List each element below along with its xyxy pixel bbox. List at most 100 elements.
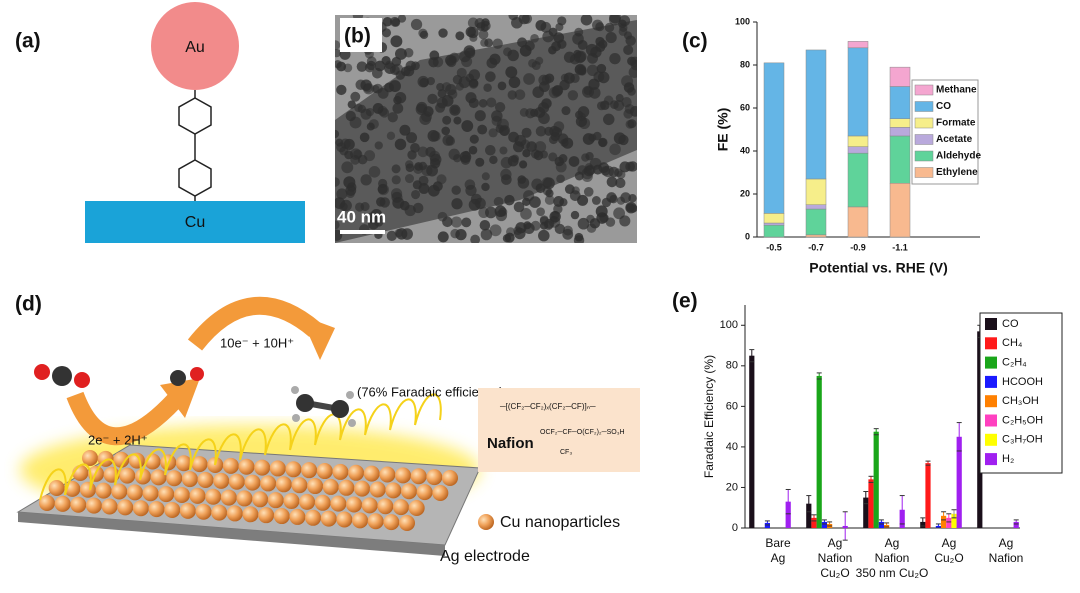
arrowhead	[160, 378, 200, 418]
nanoparticle	[353, 149, 363, 159]
nanoparticle	[480, 38, 489, 47]
legend-label: HCOOH	[1002, 376, 1043, 388]
x-tick-label: Ag	[885, 536, 900, 550]
nanoparticle	[442, 115, 452, 125]
x-tick-label: Cu₂O	[934, 551, 963, 565]
cu-particle	[377, 498, 394, 515]
nanoparticle	[616, 196, 626, 205]
legend-swatch	[985, 433, 997, 446]
nanoparticle	[530, 33, 539, 43]
legend-label: H₂	[1002, 453, 1014, 465]
nafion-box	[478, 388, 640, 472]
panel-label: (c)	[682, 30, 708, 53]
nanoparticle	[629, 204, 637, 213]
cu-particle	[332, 463, 349, 480]
cu-particle	[117, 499, 134, 516]
nanoparticle	[341, 161, 354, 174]
nanoparticle	[468, 69, 481, 81]
bar-segment	[847, 135, 869, 147]
x-tick-label: -0.5	[766, 242, 782, 252]
legend-label: C₂H₅OH	[1002, 414, 1043, 426]
nanoparticle	[523, 190, 535, 202]
y-tick-label: 40	[726, 441, 738, 453]
cu-particle	[346, 496, 363, 513]
cu-particle	[291, 477, 308, 494]
nafion-label: Nafion	[487, 435, 534, 452]
nanoparticle	[500, 168, 512, 181]
cu-particle	[119, 467, 136, 484]
nanoparticle	[427, 184, 440, 197]
nanoparticle	[395, 228, 408, 240]
nafion-fibers	[39, 393, 442, 501]
cu-particle	[330, 495, 347, 512]
nanoparticle	[356, 61, 368, 72]
nanoparticle	[415, 103, 428, 116]
cu-particle	[416, 484, 433, 501]
cu-particle	[222, 457, 239, 474]
formula: OCF₂─CF─O(CF₂)₂─SO₃H	[540, 429, 625, 436]
bar	[749, 355, 755, 528]
nanoparticle	[391, 175, 401, 185]
y-tick-label: 100	[720, 319, 738, 331]
nanoparticle	[581, 167, 594, 180]
legend-label: CH₃OH	[1002, 395, 1039, 407]
nanoparticle	[574, 27, 584, 37]
nanoparticle	[499, 146, 508, 155]
nanoparticle	[514, 227, 526, 240]
nanoparticle	[493, 196, 504, 207]
cu-particle	[39, 495, 55, 511]
y-tick-label: 80	[726, 360, 738, 372]
cu-particle	[54, 495, 71, 512]
bar	[873, 431, 879, 528]
nanoparticle	[412, 180, 422, 190]
nanoparticle	[578, 67, 587, 76]
cu-particle	[395, 467, 412, 484]
nanoparticle	[384, 62, 396, 74]
nanoparticle	[561, 137, 574, 149]
cu-particle	[113, 451, 130, 468]
nanoparticle	[592, 131, 602, 141]
cu-particle	[132, 500, 149, 517]
legend-label: CO	[936, 101, 951, 112]
x-tick-label: Bare	[765, 536, 791, 550]
nanoparticle	[523, 222, 535, 234]
nanoparticle	[359, 132, 370, 143]
nanoparticle	[335, 40, 341, 50]
y-tick-label: 100	[735, 16, 750, 26]
nanoparticle	[520, 208, 532, 220]
nanoparticle	[582, 133, 595, 145]
nanoparticle	[340, 199, 352, 212]
nanoparticle	[386, 131, 396, 141]
cu-particle	[191, 456, 208, 473]
nanoparticle	[603, 113, 615, 126]
cu-particle	[252, 491, 269, 508]
bar-segment	[805, 49, 827, 180]
nanoparticle	[595, 22, 605, 32]
nanoparticle	[379, 197, 390, 208]
legend-swatch	[985, 356, 997, 369]
cu-particle	[142, 485, 159, 502]
nanoparticle	[335, 129, 340, 139]
nanoparticle	[600, 100, 610, 111]
nanoparticle	[486, 97, 497, 108]
nanoparticle	[410, 142, 420, 153]
cu-particle	[181, 471, 198, 488]
nanoparticle	[450, 228, 460, 239]
cu-particle	[205, 488, 222, 505]
y-tick-label: 60	[726, 400, 738, 412]
cu-particle	[410, 468, 427, 485]
nanoparticle	[445, 136, 456, 146]
nanoparticle	[563, 72, 575, 84]
nanoparticle	[387, 112, 398, 123]
particles-label: Cu nanoparticles	[500, 514, 620, 531]
nanoparticle	[475, 157, 485, 167]
legend-particle	[478, 514, 494, 530]
nanoparticle	[438, 28, 448, 38]
bar	[806, 503, 812, 528]
nanoparticle	[585, 43, 598, 56]
panel-label: (b)	[344, 25, 371, 48]
cu-particle	[285, 461, 302, 478]
nanoparticle	[508, 76, 521, 89]
bar-segment	[805, 204, 827, 210]
cu-particle	[399, 515, 415, 531]
